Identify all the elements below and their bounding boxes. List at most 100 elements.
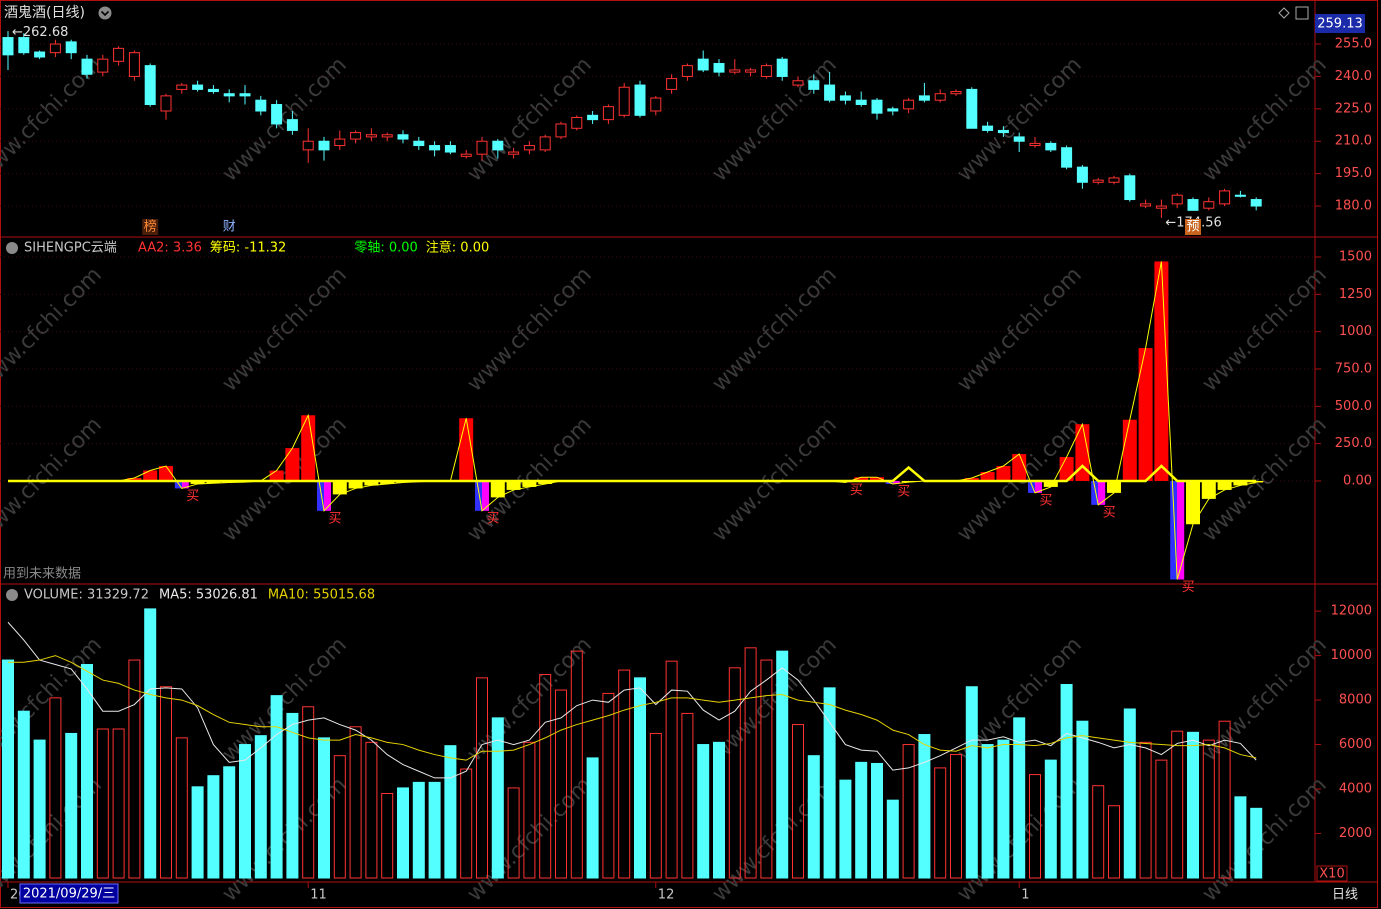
- indicator-bar: [901, 480, 916, 483]
- title-dropdown[interactable]: [98, 6, 112, 20]
- volume-bar: [918, 734, 931, 879]
- candle-body: [318, 140, 330, 151]
- legend-entry: AA2: 3.36: [138, 241, 202, 256]
- event-marker: 榜: [144, 219, 157, 235]
- candle-body: [697, 58, 709, 71]
- diamond-icon[interactable]: [1278, 7, 1290, 19]
- indicator-bar: [1138, 348, 1153, 481]
- indicator-icon[interactable]: [6, 242, 18, 254]
- volume-bar: [381, 792, 394, 879]
- window-icon[interactable]: [1295, 6, 1309, 20]
- indicator-title: SIHENGPC云端: [24, 241, 117, 256]
- indicator-bar: [1170, 480, 1185, 580]
- volume-bar: [665, 660, 678, 879]
- candle-body: [997, 129, 1009, 134]
- y-tick-label: 8000: [1339, 693, 1372, 708]
- indicator-bar: [964, 477, 979, 481]
- volume-bar: [886, 799, 899, 879]
- volume-bar: [128, 659, 141, 879]
- candle-body: [381, 134, 393, 138]
- indicator-bar: [285, 448, 300, 481]
- volume-bar: [1029, 774, 1041, 879]
- candle-body: [350, 132, 362, 140]
- volume-bar: [81, 663, 93, 879]
- indicator-bar: [1043, 480, 1058, 487]
- volume-bar: [697, 744, 710, 879]
- volume-bar: [1171, 730, 1184, 879]
- candle-body: [1155, 205, 1167, 209]
- candle-body: [334, 138, 346, 147]
- volume-bar: [823, 687, 836, 879]
- last-price: 259.13: [1317, 17, 1363, 32]
- period-label[interactable]: 日线: [1332, 888, 1358, 903]
- candle-body: [397, 134, 409, 140]
- candle-body: [618, 86, 630, 116]
- candle-body: [681, 65, 693, 77]
- volume-bar: [112, 728, 125, 879]
- indicator-bar: [1075, 424, 1090, 481]
- x-tick-label: 11: [310, 888, 327, 903]
- dropdown-icon[interactable]: [98, 6, 112, 20]
- legend-entry: MA5: 53026.81: [159, 588, 258, 603]
- y-tick-label: 0.00: [1343, 473, 1372, 488]
- x-tick-label: 1: [1021, 888, 1029, 903]
- indicator-bar: [380, 480, 395, 484]
- candle-body: [1187, 199, 1199, 211]
- volume-icon[interactable]: [6, 589, 18, 601]
- y-tick-label: 255.0: [1335, 37, 1372, 52]
- volume-bar: [871, 762, 883, 879]
- event-box: [221, 219, 238, 235]
- volume-bar: [1250, 807, 1263, 879]
- volume-bar: [934, 767, 947, 879]
- candle-body: [128, 52, 140, 77]
- indicator-bar: [996, 466, 1011, 481]
- buy-signal: 买: [486, 511, 499, 526]
- volume-bar: [333, 755, 346, 879]
- volume-bar: [792, 724, 804, 879]
- volume-bar: [17, 710, 30, 879]
- candle-body: [176, 84, 188, 90]
- volume-bar: [1202, 739, 1215, 879]
- candle-body: [508, 151, 520, 155]
- candle-body: [1140, 203, 1152, 207]
- candle-body: [602, 106, 614, 121]
- indicator-bar: [538, 480, 553, 484]
- volume-bar: [160, 686, 172, 879]
- volume-bar: [902, 744, 915, 879]
- volume-bar: [254, 735, 267, 879]
- ma-line: [8, 655, 1257, 761]
- price-box: [1315, 14, 1365, 33]
- buy-signal: 买: [328, 511, 341, 526]
- indicator-bar: [1201, 480, 1216, 499]
- legend-entry: MA10: 55015.68: [268, 588, 375, 603]
- candle-body: [1219, 190, 1231, 205]
- volume-bar: [950, 754, 962, 879]
- volume-bar: [586, 757, 599, 879]
- volume-bar: [681, 712, 694, 879]
- candle-body: [476, 140, 488, 155]
- candle-body: [444, 145, 456, 153]
- candle-body: [429, 145, 441, 151]
- volume-bar: [602, 692, 615, 879]
- volume-bar: [555, 689, 567, 879]
- y-tick-label: 12000: [1331, 604, 1372, 619]
- volume-bar: [1060, 684, 1073, 879]
- unit-box: [1316, 865, 1348, 882]
- volume-bar: [839, 779, 852, 879]
- y-tick-label: 1000: [1339, 324, 1372, 339]
- candle-body: [49, 43, 61, 54]
- y-tick-label: 240.0: [1335, 69, 1372, 84]
- volume-bar: [570, 650, 583, 879]
- volume-bar: [649, 732, 662, 879]
- buy-signal: 买: [186, 489, 199, 504]
- indicator-bar: [332, 480, 347, 495]
- volume-bar: [981, 744, 994, 879]
- candle-body: [1013, 136, 1025, 142]
- candle-body: [65, 41, 77, 54]
- candle-body: [81, 58, 93, 75]
- volume-bar: [713, 741, 725, 879]
- indicator-bar: [364, 480, 379, 486]
- indicator-bar: [490, 480, 505, 498]
- volume-bar: [349, 726, 362, 879]
